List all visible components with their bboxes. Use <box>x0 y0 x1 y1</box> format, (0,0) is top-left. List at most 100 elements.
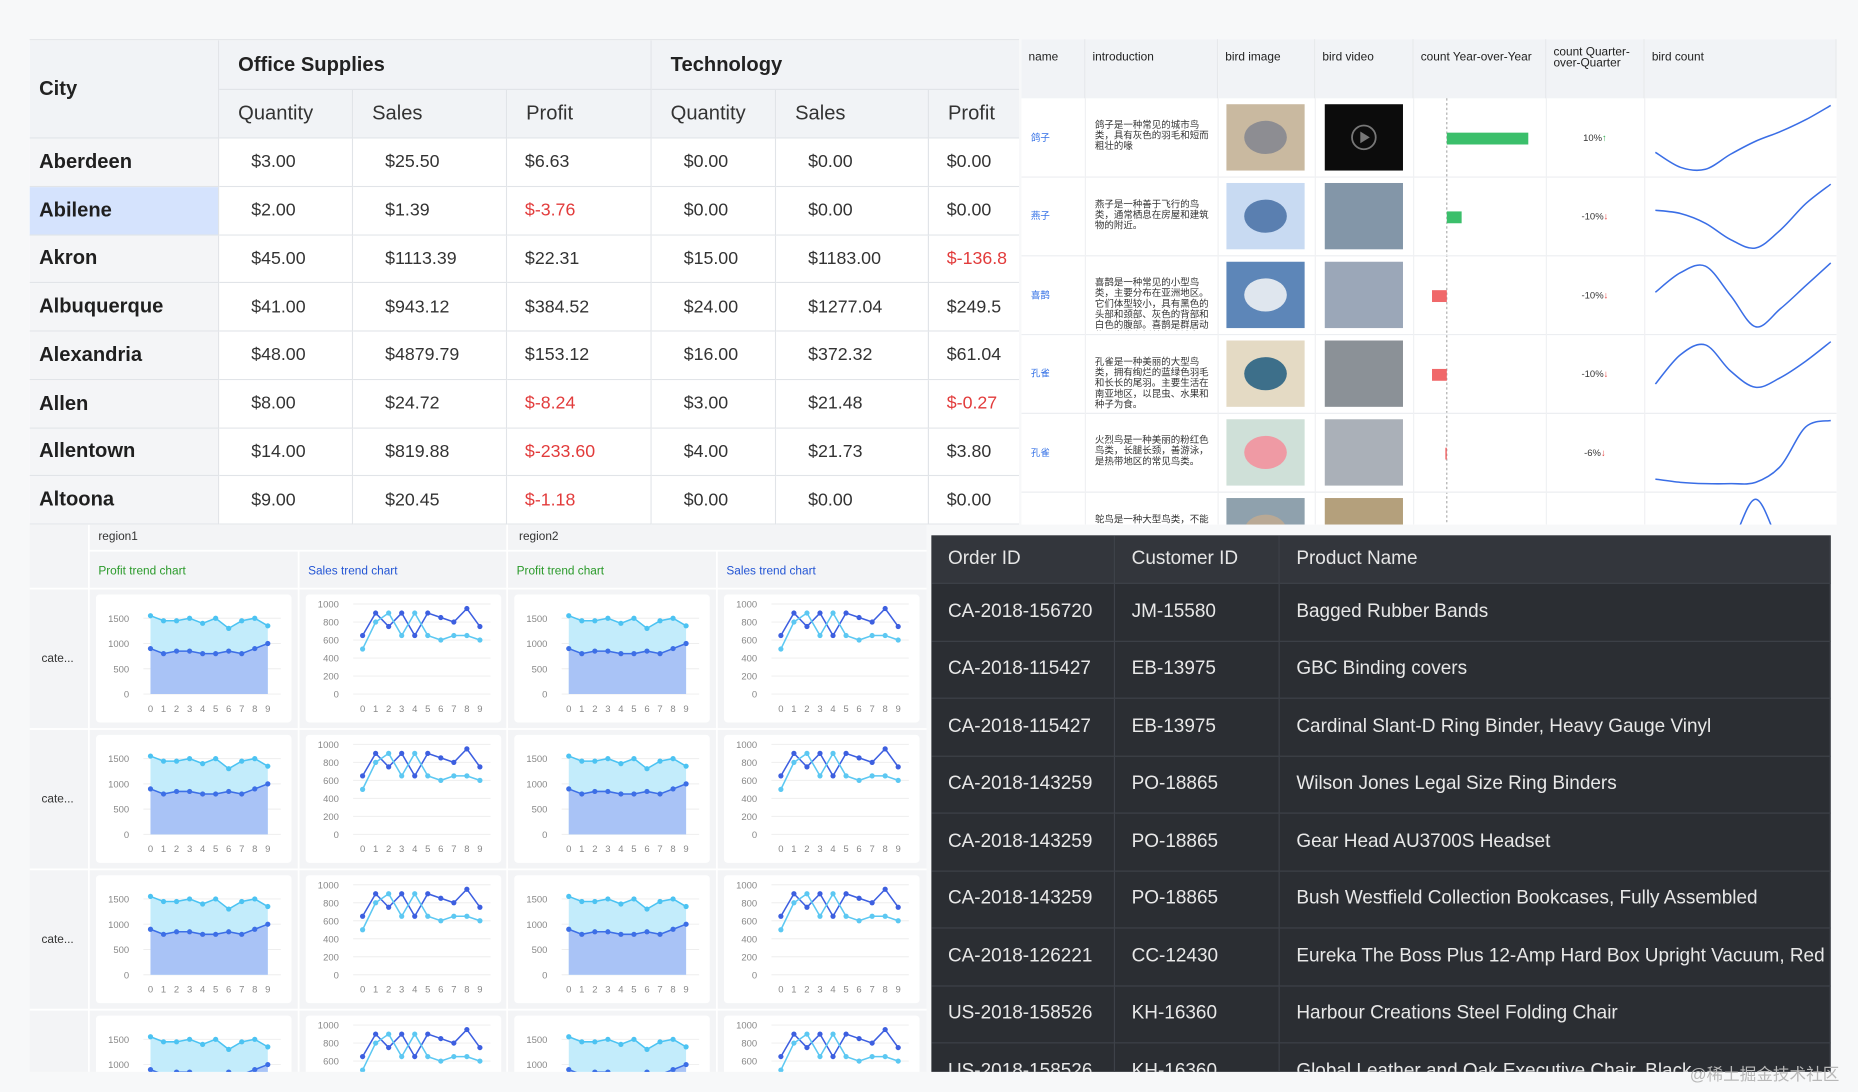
qoq-label: 10%↑ <box>1583 133 1607 144</box>
cell-text: CA-2018-143259 <box>947 773 1093 794</box>
point <box>566 613 572 619</box>
cell-text: CA-2018-115427 <box>947 716 1091 737</box>
point <box>830 913 836 919</box>
table-cell: CC-12430 <box>1115 928 1280 986</box>
point <box>804 891 810 897</box>
point <box>265 623 271 629</box>
x-tick-label: 3 <box>187 704 192 715</box>
y-tick-label: 600 <box>741 776 757 787</box>
y-tick-label: 1500 <box>526 894 547 905</box>
chart-box <box>305 594 502 723</box>
point <box>657 618 663 624</box>
y-tick-label: 200 <box>323 812 339 823</box>
point <box>359 646 366 652</box>
series-line <box>361 611 481 650</box>
row-label: cate... <box>41 651 73 665</box>
cell-text: Bush Westfield Collection Bookcases, Ful… <box>1296 888 1758 909</box>
point <box>579 1039 585 1045</box>
point <box>895 637 901 643</box>
column-header: name <box>1021 39 1086 99</box>
point <box>438 637 444 643</box>
point <box>817 632 823 639</box>
introduction: 喜鹊是一种常见的小型鸟类，主要分布在亚洲地区。它们体型较小，具有黑色的头部和颈部… <box>1095 277 1211 330</box>
y-tick-label: 1000 <box>526 920 547 931</box>
x-tick-label: 2 <box>386 704 391 715</box>
value-text: $249.5 <box>946 296 1002 317</box>
x-tick-label: 6 <box>644 844 649 855</box>
point <box>386 891 392 897</box>
group-text: Office Supplies <box>238 52 385 76</box>
chart-title: Sales trend chart <box>308 563 398 577</box>
yoy-bar <box>1446 132 1529 145</box>
value-text: $20.45 <box>385 489 440 511</box>
value-cell: $819.88 <box>353 428 508 477</box>
x-tick-label: 4 <box>200 985 205 996</box>
y-tick-label: 0 <box>124 830 129 841</box>
series-line <box>568 642 687 655</box>
x-tick-label: 3 <box>605 844 610 855</box>
point <box>425 913 431 919</box>
point <box>213 931 219 937</box>
chart-title: Sales trend chart <box>726 563 816 577</box>
y-tick-label: 600 <box>741 636 757 647</box>
point <box>869 913 875 919</box>
series-line <box>568 923 687 936</box>
point <box>477 777 483 783</box>
table-cell: US-2018-158526 <box>931 985 1116 1044</box>
point <box>882 605 888 612</box>
cell-text: Harbour Creations Steel Folding Chair <box>1296 1003 1618 1024</box>
value-text: $819.88 <box>385 441 450 462</box>
row-header: Allen <box>29 379 220 429</box>
point <box>882 1053 888 1060</box>
value-text: $6.63 <box>524 152 570 173</box>
point <box>895 764 901 770</box>
point <box>425 1031 431 1037</box>
x-tick-label: 7 <box>451 985 456 996</box>
value-text: $384.52 <box>524 296 590 317</box>
value-cell: $-233.60 <box>507 428 652 477</box>
x-tick-label: 3 <box>605 704 610 715</box>
value-cell: $153.12 <box>507 331 652 380</box>
y-tick-label: 800 <box>741 1039 757 1050</box>
value-text: $0.00 <box>808 200 853 221</box>
point <box>200 1041 206 1047</box>
x-tick-label: 1 <box>373 704 378 715</box>
point <box>213 791 219 797</box>
point <box>778 927 784 933</box>
point <box>566 926 572 932</box>
point <box>226 766 232 772</box>
value-text: $0.00 <box>808 489 853 511</box>
point <box>791 900 797 906</box>
measure-text: Profit <box>526 101 574 125</box>
point <box>592 788 598 795</box>
point <box>252 755 258 762</box>
x-tick-label: 1 <box>373 985 378 996</box>
point <box>186 788 193 795</box>
point <box>670 786 676 792</box>
x-tick-label: 8 <box>464 985 469 996</box>
y-tick-label: 1000 <box>736 600 757 611</box>
y-tick-label: 800 <box>323 898 339 909</box>
value-cell: $24.72 <box>353 379 508 429</box>
y-tick-label: 0 <box>334 690 339 701</box>
point <box>451 1053 457 1060</box>
x-tick-label: 6 <box>438 985 443 996</box>
column-header: count Year-over-Year <box>1413 39 1547 99</box>
x-tick-label: 4 <box>618 844 623 855</box>
value-text: $943.12 <box>385 296 450 317</box>
table-cell: US-2018-158526 <box>931 1043 1116 1072</box>
point <box>592 618 598 624</box>
point <box>631 755 637 762</box>
qoq-label: -10%↓ <box>1582 369 1609 380</box>
point <box>226 648 232 654</box>
table-cell: Bagged Rubber Bands <box>1279 583 1831 642</box>
city-name: Akron <box>39 246 98 270</box>
point <box>631 896 637 902</box>
x-tick-label: 7 <box>239 985 244 996</box>
y-tick-label: 0 <box>752 970 757 981</box>
column-header: bird video <box>1315 39 1414 99</box>
x-tick-label: 8 <box>670 985 675 996</box>
point <box>644 929 650 935</box>
value-cell: $372.32 <box>776 331 930 380</box>
table-cell: KH-16360 <box>1115 1043 1280 1072</box>
